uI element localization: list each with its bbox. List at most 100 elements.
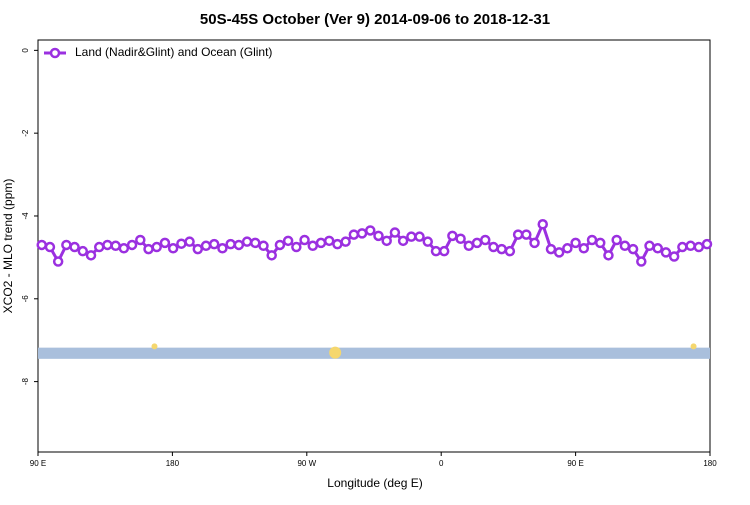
point <box>406 231 417 242</box>
point <box>332 238 343 250</box>
point <box>200 240 212 252</box>
point <box>184 236 195 247</box>
point <box>365 225 376 236</box>
point <box>545 243 557 255</box>
point <box>44 241 56 253</box>
point <box>307 240 319 252</box>
point <box>102 239 113 251</box>
point <box>480 234 491 246</box>
marker <box>329 346 342 359</box>
point <box>291 241 302 253</box>
point <box>159 237 171 249</box>
point <box>110 240 121 252</box>
point <box>77 245 89 257</box>
legend-marker <box>49 47 61 59</box>
point <box>685 240 696 252</box>
band <box>38 347 710 359</box>
marker <box>151 343 158 350</box>
y-tick-label: -2 <box>21 129 30 137</box>
point <box>176 238 187 249</box>
point <box>537 219 548 230</box>
point <box>603 250 614 261</box>
legend-label: Land (Nadir&Glint) and Ocean (Glint) <box>75 45 272 59</box>
point <box>85 250 97 261</box>
point <box>258 240 269 252</box>
point <box>594 237 606 249</box>
point <box>652 243 663 254</box>
point <box>192 243 204 255</box>
point <box>143 243 154 255</box>
point <box>126 239 138 251</box>
x-tick-label: 90 W <box>297 459 316 468</box>
point <box>241 236 253 247</box>
x-tick-label: 180 <box>166 459 180 468</box>
point <box>521 229 532 240</box>
x-tick-label: 90 E <box>567 459 583 468</box>
point <box>299 234 310 246</box>
y-tick-label: 0 <box>21 48 30 53</box>
point <box>135 234 146 246</box>
point <box>447 230 458 242</box>
point <box>274 239 286 251</box>
point <box>167 243 179 254</box>
point <box>151 241 162 253</box>
point <box>36 239 47 251</box>
point <box>225 238 236 250</box>
point <box>701 238 713 250</box>
point <box>636 256 647 267</box>
point <box>586 234 598 246</box>
point <box>233 239 245 251</box>
x-axis-label: Longitude (deg E) <box>327 476 422 490</box>
point <box>266 250 277 261</box>
point <box>208 238 220 250</box>
point <box>93 241 105 253</box>
x-tick-label: 0 <box>439 459 444 468</box>
point <box>340 236 351 247</box>
y-axis-label: XCO2 - MLO trend (ppm) <box>1 179 15 314</box>
point <box>512 229 524 240</box>
point <box>217 243 228 254</box>
point <box>455 233 466 245</box>
point <box>61 239 72 251</box>
point <box>693 241 705 253</box>
point <box>430 245 442 257</box>
plot-frame <box>37 39 711 453</box>
point <box>660 247 672 258</box>
point <box>644 240 655 252</box>
point <box>356 228 368 239</box>
point <box>677 241 688 253</box>
point <box>348 229 360 240</box>
y-tick-label: -4 <box>21 212 30 220</box>
y-tick-label: -6 <box>21 295 30 303</box>
point <box>504 245 516 257</box>
point <box>118 243 130 254</box>
point <box>397 235 409 247</box>
point <box>422 236 434 247</box>
point <box>463 240 475 252</box>
point <box>570 237 581 249</box>
point <box>414 231 425 242</box>
point <box>619 240 631 252</box>
point <box>373 230 384 242</box>
point <box>323 235 335 247</box>
point <box>488 241 499 253</box>
point <box>562 243 573 254</box>
point <box>52 256 64 267</box>
point <box>529 237 540 249</box>
point <box>471 237 483 249</box>
point <box>438 245 450 257</box>
marker <box>690 343 697 350</box>
point <box>282 235 294 247</box>
x-tick-label: 180 <box>703 459 717 468</box>
point <box>611 234 622 246</box>
point <box>627 243 639 255</box>
point <box>553 247 565 258</box>
point <box>668 251 680 262</box>
point <box>69 241 80 253</box>
chart-title: 50S-45S October (Ver 9) 2014-09-06 to 20… <box>200 11 550 28</box>
point <box>315 237 327 249</box>
point <box>496 243 507 255</box>
y-tick-label: -8 <box>21 378 30 386</box>
point <box>250 237 261 249</box>
